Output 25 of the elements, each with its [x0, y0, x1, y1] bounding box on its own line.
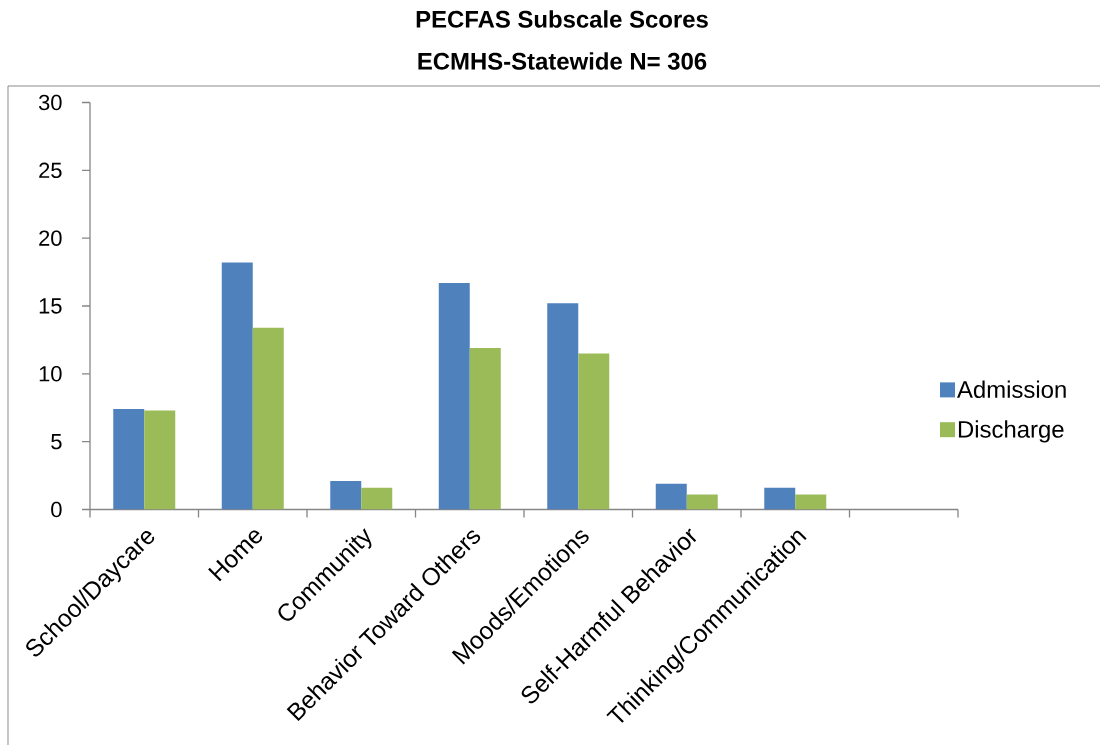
y-tick-label: 10 — [39, 366, 62, 382]
bar — [144, 410, 176, 510]
y-tick-label: 30 — [38, 94, 62, 111]
legend-label: Admission — [957, 380, 1066, 399]
y-tick-label: 20 — [39, 230, 62, 246]
y-tick-label: 15 — [39, 298, 62, 314]
bar — [221, 262, 253, 510]
chart-title: PECFAS Subscale Scores — [416, 10, 708, 28]
chart-subtitle: ECMHS-Statewide N= 306 — [418, 52, 707, 70]
bar — [547, 303, 579, 510]
bar — [686, 494, 718, 510]
y-tick-label: 0 — [51, 501, 62, 518]
bar — [795, 494, 827, 510]
bar — [252, 327, 284, 510]
bar — [330, 481, 362, 510]
y-tick-label: 25 — [39, 162, 62, 179]
legend-label: Discharge — [958, 420, 1064, 443]
bar — [438, 282, 470, 510]
bar — [113, 409, 145, 510]
bar — [655, 483, 687, 510]
bar — [578, 353, 610, 510]
bar — [469, 348, 501, 510]
y-tick-label: 5 — [51, 434, 62, 450]
bar — [361, 487, 393, 510]
bar — [764, 487, 796, 510]
